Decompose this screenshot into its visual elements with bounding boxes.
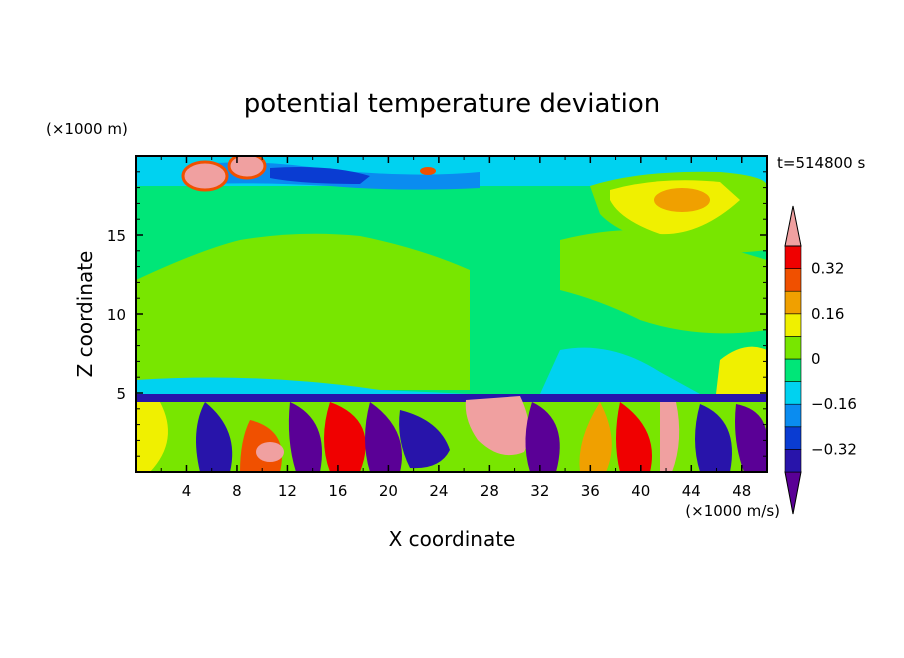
x-unit-label: (×1000 m/s) [685,502,780,520]
x-tick-label: 48 [732,482,751,500]
x-tick-label: 36 [581,482,600,500]
colorbar: 0.32 0.16 0 −0.16 −0.32 [784,205,857,515]
colorbar-tick-label: 0 [811,350,821,368]
colorbar-band [784,426,802,450]
bl-red-2 [324,402,366,472]
y-unit-label: (×1000 m) [46,120,128,138]
bl-pink-3 [660,402,680,472]
bl-purple-2 [288,402,322,472]
bl-purple-3 [365,402,402,472]
upper-warm-blob-1 [181,160,229,192]
y-axis-label: Z coordinate [73,251,97,378]
bl-darkblue-1 [399,410,450,469]
colorbar-over-triangle [784,205,802,247]
x-tick-label: 24 [429,482,448,500]
x-tick-label: 28 [480,482,499,500]
colorbar-band [784,403,802,428]
y-axis-ticks: 5 10 15 [107,171,767,457]
x-tick-label: 4 [182,482,192,500]
upper-darkblue-region [270,167,370,184]
lower-cyan-band-right [540,347,700,394]
x-tick-label: 32 [530,482,549,500]
x-axis-label: X coordinate [389,527,516,551]
time-label: t=514800 s [777,154,865,172]
bl-orange-1 [579,402,612,472]
x-tick-label: 12 [278,482,297,500]
upper-right-orange-core [654,188,710,212]
y-tick-label: 10 [107,306,126,324]
y-tick-label: 15 [107,227,126,245]
bl-purple-4 [525,402,560,472]
x-tick-label: 16 [328,482,347,500]
lower-cyan-band-left [136,377,470,396]
mid-green-region-left [136,233,470,390]
colorbar-tick-label: 0.32 [811,260,844,278]
colorbar-band [784,358,802,382]
colorbar-tick-label: −0.16 [811,395,857,413]
boundary-layer-top-stripe [136,394,767,402]
bl-pink-1 [256,442,284,462]
lower-right-yellow-patch [716,346,767,394]
colorbar-band [784,245,802,269]
y-tick-label: 5 [116,385,126,403]
x-tick-label: 40 [631,482,650,500]
x-tick-label: 20 [379,482,398,500]
colorbar-tick-label: −0.32 [811,440,857,458]
upper-warm-blob-3 [420,167,436,175]
colorbar-band [784,290,802,315]
bl-red-3 [616,402,652,472]
colorbar-band [784,449,802,473]
bl-darkblue-2 [695,404,732,472]
colorbar-band [784,381,802,405]
colorbar-band [784,313,802,337]
contour-field [136,156,767,472]
upper-warm-blob-2 [227,156,267,180]
chart-title: potential temperature deviation [244,89,660,119]
colorbar-under-triangle [784,471,802,515]
bl-purple-1 [196,402,233,472]
bl-purple-5 [735,404,767,472]
colorbar-tick-label: 0.16 [811,305,844,323]
bl-yellow-1 [136,402,168,472]
x-tick-label: 44 [682,482,701,500]
mid-green-region-right [560,230,767,334]
colorbar-band [784,336,802,360]
bl-pink-2 [465,396,530,456]
colorbar-band [784,268,802,292]
x-axis-ticks: 4 8 12 16 20 24 28 32 36 40 44 48 [160,156,751,500]
x-tick-label: 8 [232,482,242,500]
